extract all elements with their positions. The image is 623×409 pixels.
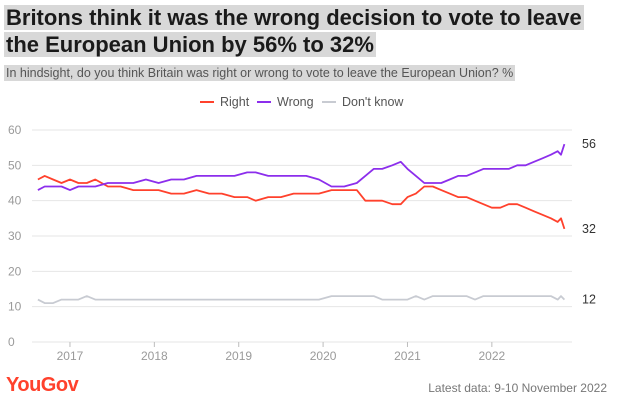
x-tick-label-2017: 2017 bbox=[57, 349, 84, 363]
yougov-logo: YouGov bbox=[6, 374, 79, 396]
legend-label-right: Right bbox=[220, 95, 250, 109]
end-label-wrong: 56 bbox=[582, 137, 596, 151]
y-tick-label-20: 20 bbox=[8, 264, 22, 278]
end-label-right: 32 bbox=[582, 222, 596, 236]
chart-subtitle-text: In hindsight, do you think Britain was r… bbox=[4, 65, 516, 81]
x-tick-label-2019: 2019 bbox=[225, 349, 252, 363]
latest-data-note: Latest data: 9-10 November 2022 bbox=[428, 381, 607, 395]
x-tick-label-2018: 2018 bbox=[141, 349, 168, 363]
end-label-don-t-know: 12 bbox=[582, 293, 596, 307]
x-tick-label-2022: 2022 bbox=[478, 349, 505, 363]
legend-label-wrong: Wrong bbox=[277, 95, 314, 109]
y-tick-label-30: 30 bbox=[8, 229, 22, 243]
y-tick-label-40: 40 bbox=[8, 194, 22, 208]
y-tick-label-60: 60 bbox=[8, 123, 22, 137]
series-line-wrong bbox=[37, 143, 566, 191]
chart-title-line-1: Britons think it was the wrong decision … bbox=[4, 5, 584, 30]
series-line-right bbox=[37, 175, 566, 230]
y-tick-label-50: 50 bbox=[8, 158, 22, 172]
line-chart: 0 10 20 30 40 50 60 2017 2018 2019 2020 2021 2022 12 3… bbox=[8, 95, 596, 363]
chart-subtitle: In hindsight, do you think Britain was r… bbox=[4, 65, 516, 81]
legend-label-don-t-know: Don't know bbox=[342, 95, 404, 109]
y-tick-label-0: 0 bbox=[8, 335, 15, 349]
x-tick-label-2020: 2020 bbox=[310, 349, 337, 363]
series-line-don-t-know bbox=[37, 295, 566, 304]
chart-title-line-2: the European Union by 56% to 32% bbox=[4, 32, 376, 57]
y-tick-label-10: 10 bbox=[8, 300, 22, 314]
x-tick-label-2021: 2021 bbox=[394, 349, 421, 363]
chart-title: Britons think it was the wrong decision … bbox=[4, 4, 584, 58]
